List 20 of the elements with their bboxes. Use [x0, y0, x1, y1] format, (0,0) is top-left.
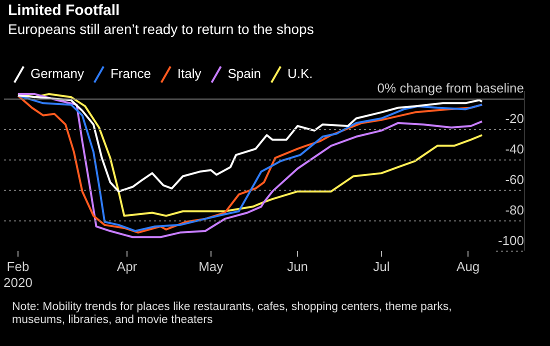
chart-title: Limited Footfall: [8, 2, 120, 19]
legend-label: France: [110, 66, 151, 82]
y-tick-label: -100: [498, 232, 524, 248]
x-tick-label: Apr: [116, 259, 138, 274]
legend-label: U.K.: [288, 66, 313, 82]
y-tick-label: -80: [505, 202, 524, 218]
x-tick-label: Jun: [287, 259, 308, 274]
y-tick-label: -40: [505, 142, 524, 157]
x-tick-label: Feb 2020: [4, 259, 32, 290]
x-tick-label: Aug: [456, 259, 480, 274]
legend-label: Spain: [228, 66, 262, 82]
y-tick-label: -20: [505, 111, 524, 126]
y-tick-label: 0% change from baseline: [377, 80, 524, 96]
x-tick-label: Jul: [373, 259, 390, 274]
chart-subtitle: Europeans still aren’t ready to return to the shops: [8, 21, 314, 37]
x-tick-label: May: [198, 259, 224, 274]
y-tick-label: -60: [505, 172, 524, 187]
text: Note: Mobility trends for places like restaurants, cafes, shopping centers, theme parks, museums, libraries, and movie theaters: [12, 301, 452, 327]
legend-label: Italy: [177, 66, 202, 82]
legend-label: Germany: [30, 66, 84, 82]
